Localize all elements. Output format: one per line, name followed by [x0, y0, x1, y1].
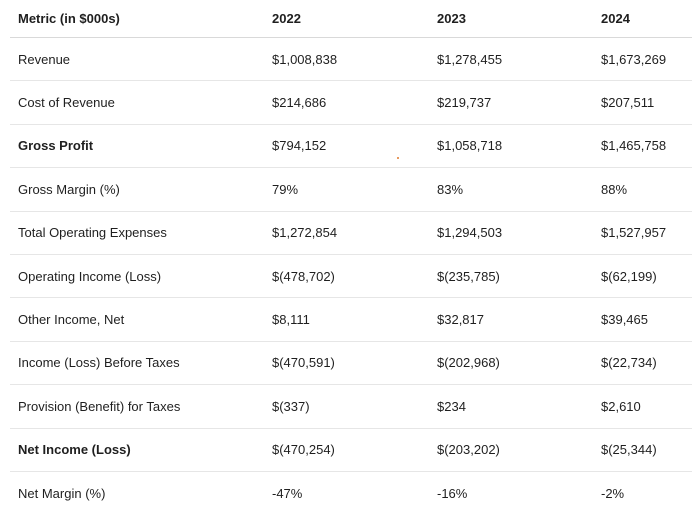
metric-cell: Gross Margin (%) [18, 181, 120, 197]
value-2023-cell: $32,817 [437, 312, 484, 328]
table-row: Cost of Revenue $214,686 $219,737 $207,511 [10, 81, 692, 125]
table-row: Other Income, Net $8,111 $32,817 $39,465 [10, 298, 692, 342]
metric-cell: Other Income, Net [18, 312, 125, 328]
table-row: Revenue $1,008,838 $1,278,455 $1,673,269 [10, 38, 692, 82]
metric-cell: Net Margin (%) [18, 486, 106, 502]
value-2023-cell: $(202,968) [437, 355, 500, 371]
value-2024-cell: $1,465,758 [601, 138, 667, 154]
value-2024-cell: $(22,734) [601, 355, 657, 371]
value-2022-cell: $(478,702) [272, 268, 335, 284]
value-2022-cell: $794,152 [272, 138, 327, 154]
value-2022-cell: $(337) [272, 398, 310, 414]
header-2022: 2022 [272, 11, 301, 26]
table-row: Net Margin (%) -47% -16% -2% [10, 472, 692, 515]
header-2024: 2024 [601, 11, 630, 26]
value-2024-cell: $(25,344) [601, 442, 657, 458]
table-row: Total Operating Expenses $1,272,854 $1,294… [10, 212, 692, 255]
value-2024-cell: $39,465 [601, 312, 648, 328]
metric-cell: Cost of Revenue [18, 95, 115, 111]
stray-dot [397, 157, 399, 159]
value-2023-cell: $234 [437, 398, 466, 414]
metric-cell: Operating Income (Loss) [18, 268, 162, 284]
value-2022-cell: $214,686 [272, 95, 327, 111]
table-row: Provision (Benefit) for Taxes $(337) $234 $… [10, 385, 692, 429]
metric-cell: Net Income (Loss) [18, 442, 131, 458]
metric-cell: Income (Loss) Before Taxes [18, 355, 180, 371]
value-2022-cell: $8,111 [272, 312, 310, 328]
value-2024-cell: $1,673,269 [601, 51, 667, 67]
value-2023-cell: $1,278,455 [437, 51, 503, 67]
metric-cell: Revenue [18, 51, 71, 67]
table-header-row: Metric (in $000s) 2022 2023 2024 [10, 0, 692, 38]
table-row: Income (Loss) Before Taxes $(470,591) $(20… [10, 342, 692, 386]
table-row: Gross Margin (%) 79% 83% 88% [10, 168, 692, 212]
value-2022-cell: $1,008,838 [272, 51, 338, 67]
metric-cell: Gross Profit [18, 138, 94, 154]
header-2023: 2023 [437, 11, 466, 26]
value-2023-cell: $(235,785) [437, 268, 500, 284]
value-2024-cell: $207,511 [601, 95, 655, 111]
value-2023-cell: $(203,202) [437, 442, 500, 458]
value-2022-cell: $(470,591) [272, 355, 335, 371]
value-2023-cell: -16% [437, 486, 468, 502]
table-body: Revenue $1,008,838 $1,278,455 $1,673,269 Cos… [10, 38, 692, 515]
value-2024-cell: $2,610 [601, 398, 641, 414]
table-row: Operating Income (Loss) $(478,702) $(235,7… [10, 255, 692, 299]
value-2022-cell: $1,272,854 [272, 225, 338, 241]
value-2024-cell: -2% [601, 486, 625, 502]
metric-cell: Provision (Benefit) for Taxes [18, 398, 181, 414]
table-row: Net Income (Loss) $(470,254) $(203,202) $(2… [10, 429, 692, 472]
value-2024-cell: $1,527,957 [601, 225, 667, 241]
table-row: Gross Profit $794,152 $1,058,718 $1,465,758 [10, 125, 692, 169]
value-2022-cell: -47% [272, 486, 303, 502]
value-2023-cell: $219,737 [437, 95, 492, 111]
value-2023-cell: $1,058,718 [437, 138, 503, 154]
value-2024-cell: 88% [601, 181, 628, 197]
metric-cell: Total Operating Expenses [18, 225, 167, 241]
header-metric: Metric (in $000s) [18, 11, 120, 26]
value-2023-cell: $1,294,503 [437, 225, 503, 241]
value-2022-cell: $(470,254) [272, 442, 335, 458]
financial-table: Metric (in $000s) 2022 2023 2024 Revenue… [10, 0, 692, 515]
value-2022-cell: 79% [272, 181, 299, 197]
value-2024-cell: $(62,199) [601, 268, 657, 284]
value-2023-cell: 83% [437, 181, 464, 197]
